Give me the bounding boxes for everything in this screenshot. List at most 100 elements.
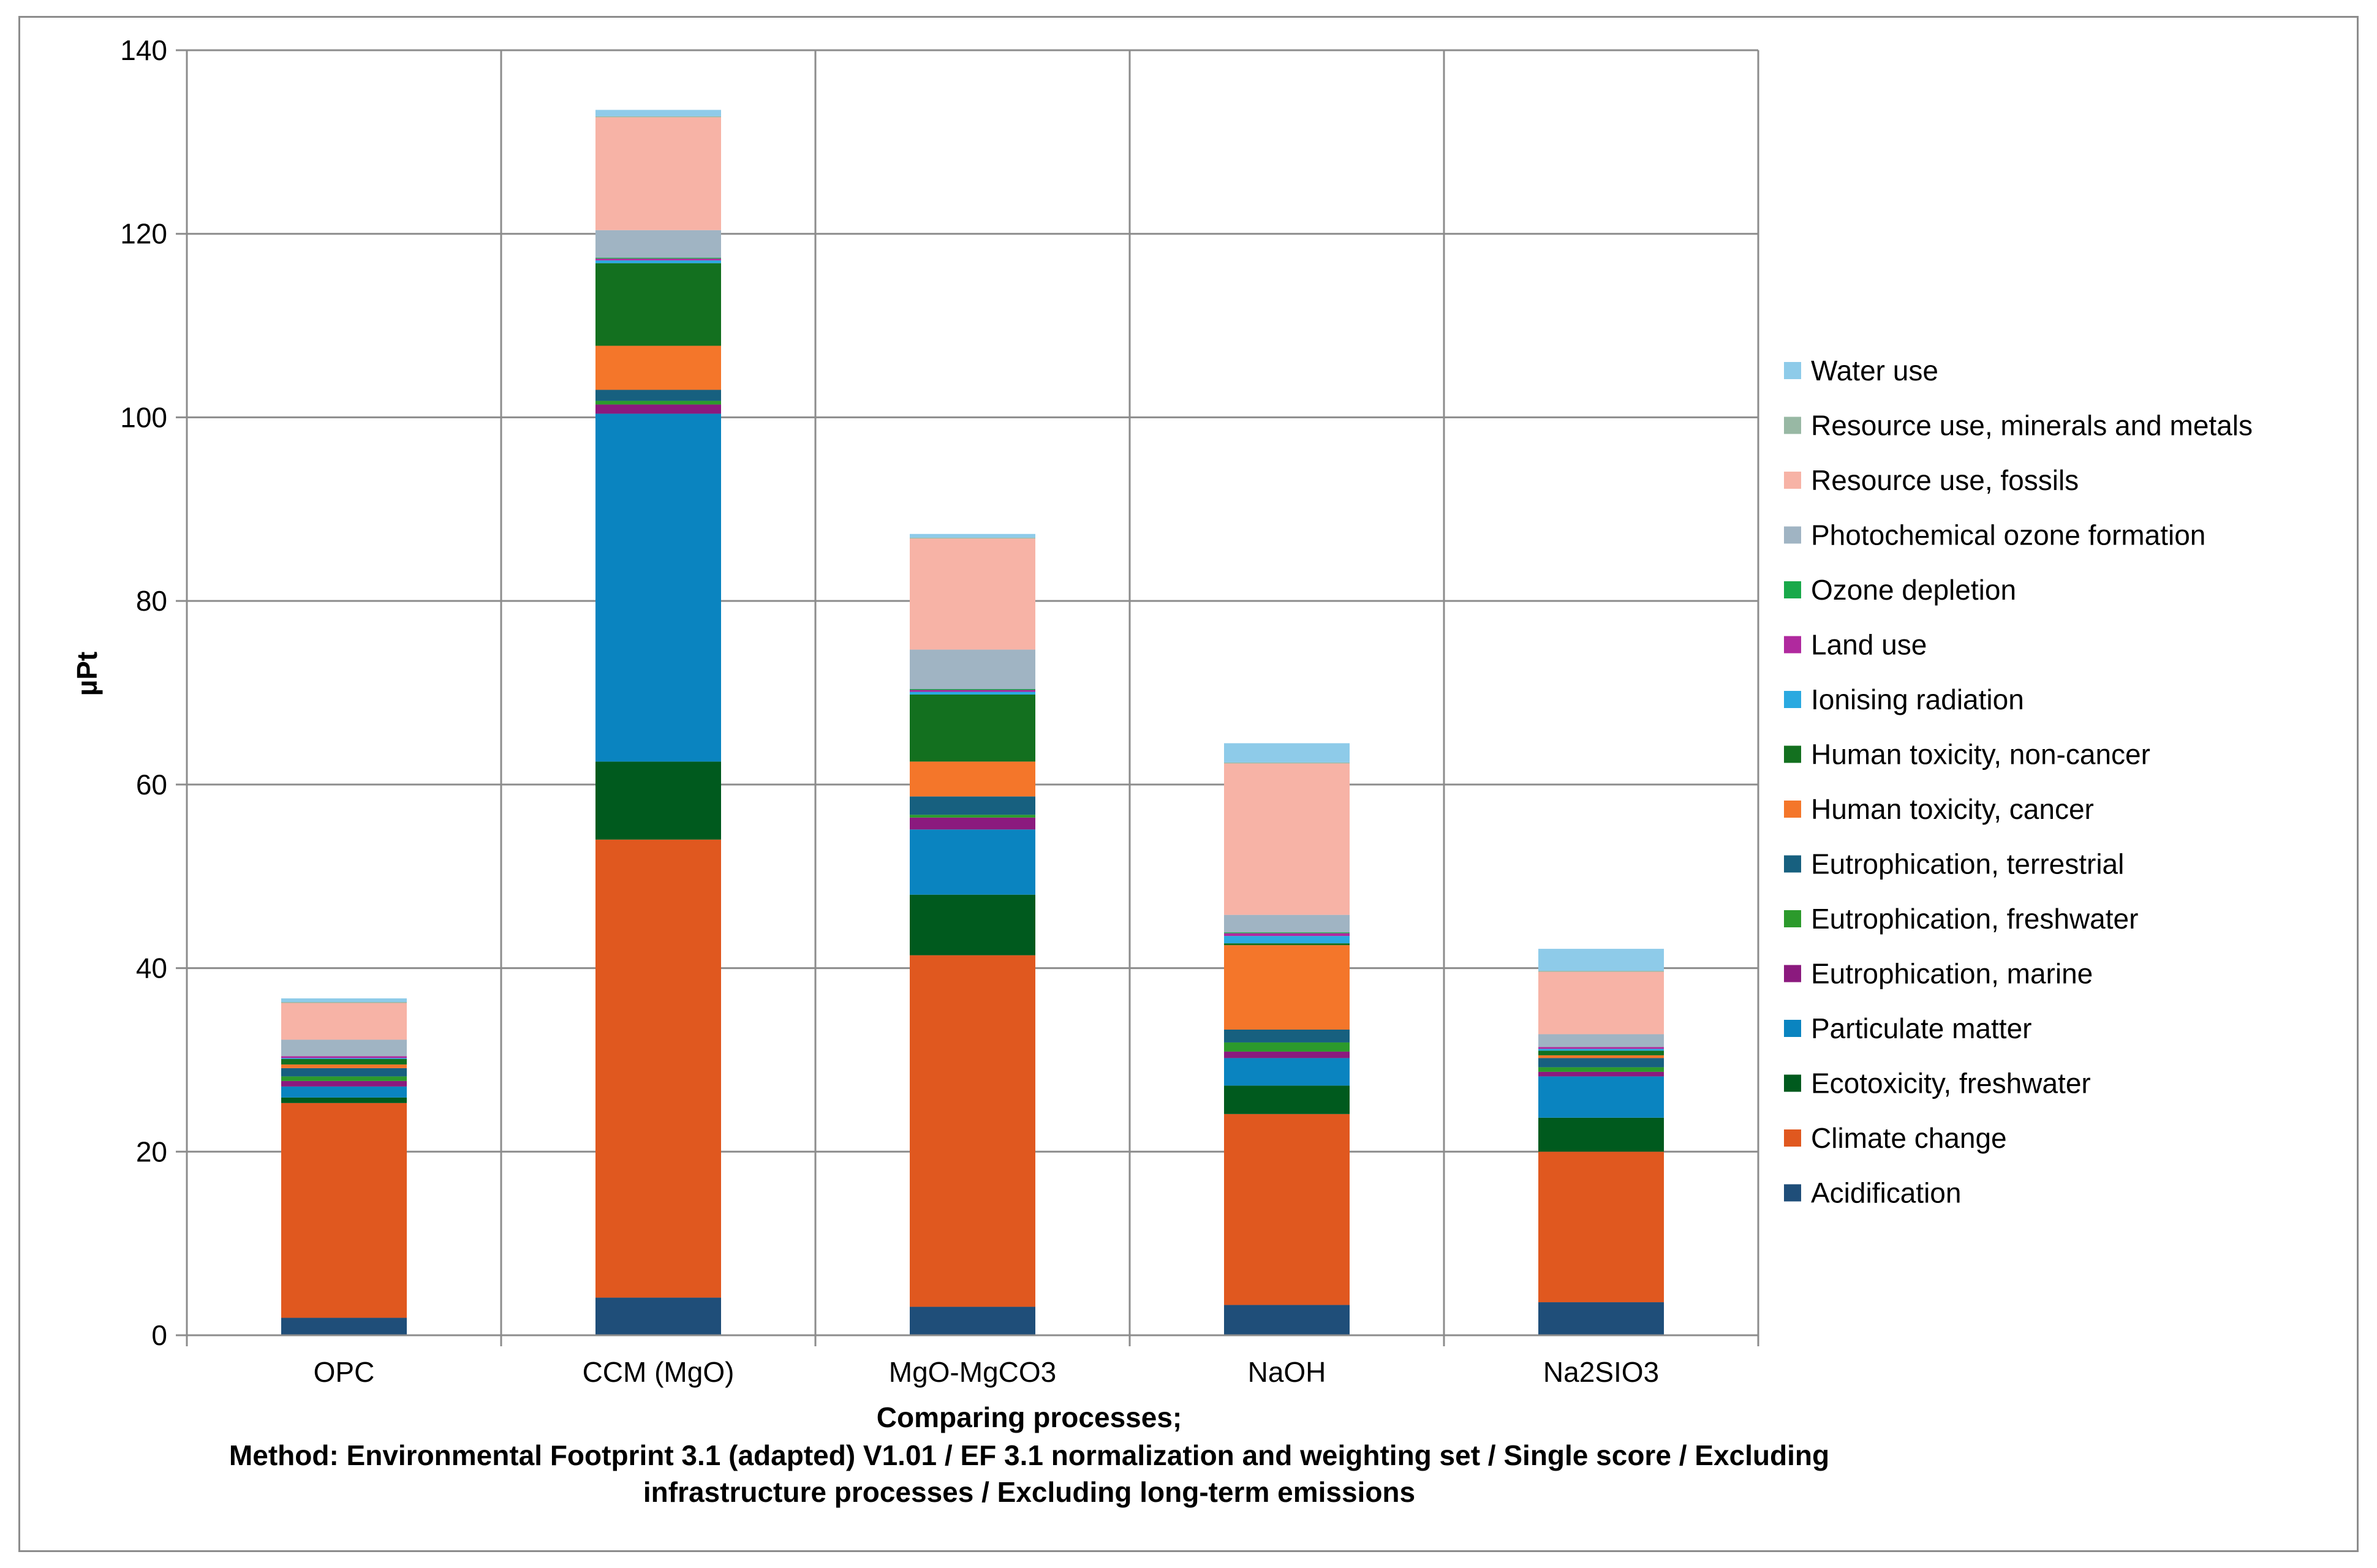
bar-segment — [910, 649, 1035, 690]
x-tick-label: NaOH — [1248, 1356, 1326, 1388]
bar-segment — [595, 345, 721, 390]
bar-segment — [1224, 932, 1350, 933]
bar-segment — [910, 690, 1035, 692]
bar-segment — [595, 839, 721, 1298]
bar-segment — [595, 230, 721, 258]
legend-label: Eutrophication, terrestrial — [1811, 848, 2124, 880]
gridlines — [187, 49, 1759, 1335]
legend-label: Climate change — [1811, 1122, 2007, 1154]
bar-segment — [1538, 1117, 1664, 1152]
legend-swatch — [1784, 472, 1801, 489]
y-tick-label: 0 — [151, 1319, 167, 1351]
x-axis-title-line-2: Method: Environmental Footprint 3.1 (ada… — [229, 1439, 1829, 1471]
bar-segment — [595, 258, 721, 261]
legend-swatch — [1784, 636, 1801, 654]
legend-label: Particulate matter — [1811, 1012, 2031, 1044]
bar-segment — [281, 1317, 407, 1335]
legend-swatch — [1784, 526, 1801, 544]
bar-segment — [1224, 945, 1350, 1030]
chart-frame — [18, 16, 2359, 1552]
bar-segment — [1224, 914, 1350, 933]
y-tick-label: 40 — [136, 952, 167, 984]
legend-swatch — [1784, 801, 1801, 818]
y-tick-label: 100 — [120, 401, 167, 433]
bar-segment — [281, 1086, 407, 1098]
bar-segment — [595, 263, 721, 346]
bar-segment — [281, 1003, 407, 1040]
bar-segment — [281, 1080, 407, 1087]
bar-segment — [595, 390, 721, 401]
bar-segment — [595, 110, 721, 116]
bar-segment — [1224, 1051, 1350, 1058]
bar-segment — [910, 815, 1035, 818]
legend-swatch — [1784, 362, 1801, 379]
legend-swatch — [1784, 1184, 1801, 1202]
legend-swatch — [1784, 855, 1801, 873]
bar-segment — [1538, 1152, 1664, 1303]
bar-segment — [1538, 1047, 1664, 1049]
legend-swatch — [1784, 417, 1801, 434]
bar-segment — [1224, 743, 1350, 763]
bar-segment — [1538, 1055, 1664, 1058]
bar-segment — [910, 796, 1035, 815]
y-tick-labels: 0 20 40 60 80 100 120 140 — [120, 34, 167, 1351]
bar-segment — [910, 694, 1035, 762]
bar-segment — [281, 1068, 407, 1077]
x-axis-title-line-3: infrastructure processes / Excluding lon… — [643, 1476, 1415, 1508]
bar-segment — [910, 829, 1035, 895]
legend-label: Photochemical ozone formation — [1811, 519, 2205, 551]
bar-segment — [595, 116, 721, 118]
y-tick-label: 140 — [120, 34, 167, 66]
x-tick-label: CCM (MgO) — [583, 1356, 735, 1388]
bar-segment — [1224, 1042, 1350, 1052]
legend-label: Acidification — [1811, 1177, 1961, 1209]
y-tick-label: 20 — [136, 1136, 167, 1167]
legend-swatch — [1784, 581, 1801, 598]
bar-segment — [910, 692, 1035, 695]
legend-label: Ecotoxicity, freshwater — [1811, 1068, 2091, 1099]
bar-segment — [910, 955, 1035, 1307]
bar-segment — [595, 260, 721, 263]
bar-segment — [910, 817, 1035, 830]
bar-segment — [281, 1058, 407, 1065]
legend-swatch — [1784, 1129, 1801, 1147]
bar-segment — [1538, 1049, 1664, 1051]
x-tick-label: OPC — [314, 1356, 375, 1388]
bar-segment — [1538, 1076, 1664, 1118]
bar-segment — [281, 1056, 407, 1058]
x-tick-labels: OPC CCM (MgO) MgO-MgCO3 NaOH Na2SIO3 — [314, 1356, 1659, 1388]
bar-segment — [281, 1102, 407, 1318]
bar-segment — [1224, 1305, 1350, 1335]
y-axis-title: µPt — [71, 652, 103, 696]
bar-segment — [1538, 949, 1664, 971]
legend-label: Eutrophication, marine — [1811, 958, 2093, 990]
bar-segment — [910, 538, 1035, 650]
bar-segment — [1224, 943, 1350, 946]
y-tick-label: 60 — [136, 769, 167, 801]
bar-segment — [1538, 1067, 1664, 1072]
legend-label: Human toxicity, cancer — [1811, 793, 2094, 825]
bar-segment — [910, 894, 1035, 956]
bar-segment — [595, 761, 721, 840]
legend-swatch — [1784, 965, 1801, 982]
bar-segment — [281, 1039, 407, 1057]
bar-segment — [1224, 763, 1350, 915]
bar-segment — [1224, 1114, 1350, 1305]
bar-segment — [1224, 933, 1350, 937]
bar-segment — [1224, 1058, 1350, 1086]
legend-label: Eutrophication, freshwater — [1811, 903, 2138, 935]
bar-segment — [281, 1097, 407, 1103]
bars — [281, 110, 1664, 1335]
bar-segment — [1224, 1085, 1350, 1114]
bar-segment — [910, 761, 1035, 797]
y-tick-label: 80 — [136, 585, 167, 617]
x-tick-label: Na2SIO3 — [1543, 1356, 1659, 1388]
bar-segment — [281, 1064, 407, 1068]
bar-segment — [595, 413, 721, 762]
bar-segment — [595, 117, 721, 230]
legend-label: Land use — [1811, 629, 1927, 661]
legend-swatch — [1784, 1020, 1801, 1037]
legend-swatch — [1784, 691, 1801, 708]
legend-swatch — [1784, 1074, 1801, 1092]
